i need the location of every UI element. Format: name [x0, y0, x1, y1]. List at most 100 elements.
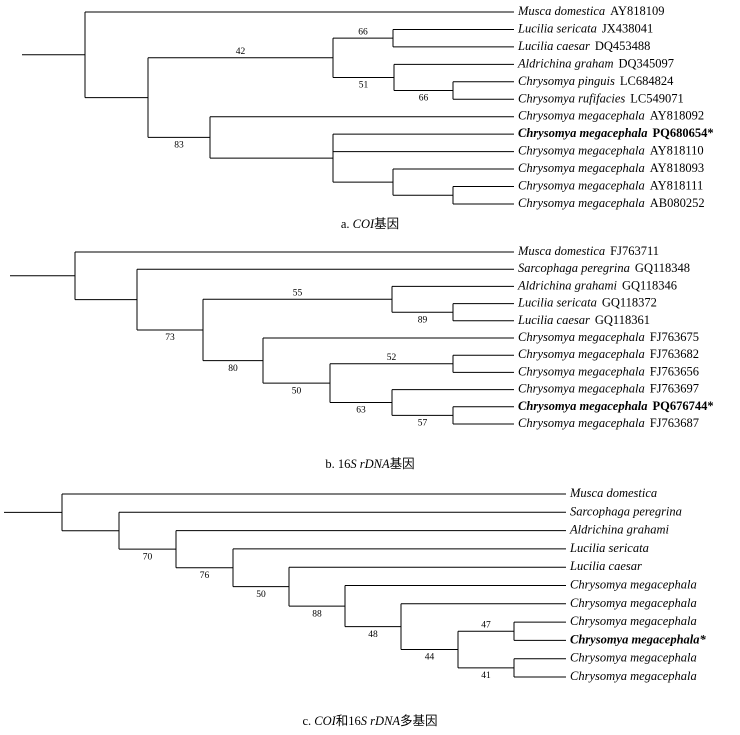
caption-part: b. 16 [325, 457, 350, 471]
species: Chrysomya megacephala [518, 196, 645, 210]
bootstrap: 88 [312, 609, 322, 619]
bootstrap: 89 [418, 315, 428, 325]
leaf-label: Chrysomya megacephala PQ676744* [518, 399, 714, 413]
accession: FJ763675 [650, 330, 699, 344]
species: Chrysomya megacephala [518, 330, 645, 344]
species: Sarcophaga peregrina [570, 504, 682, 518]
caption-part: 基因 [390, 457, 415, 471]
species: Chrysomya rufifacies [518, 91, 625, 105]
species: Aldrichina grahami [569, 522, 669, 536]
bootstrap: 50 [292, 386, 302, 396]
accession: GQ118346 [622, 278, 677, 292]
accession: GQ118361 [595, 313, 650, 327]
caption-part: S rDNA [361, 714, 401, 728]
leaf-label: Chrysomya megacephala AY818092 [518, 109, 704, 123]
species: Chrysomya megacephala [518, 143, 645, 157]
accession: FJ763656 [650, 364, 699, 378]
accession: GQ118372 [602, 295, 657, 309]
accession: PQ680654* [653, 126, 714, 140]
leaf-label: Chrysomya megacephala [570, 669, 697, 683]
species: Musca domestica [517, 4, 605, 18]
bootstrap: 76 [200, 571, 210, 581]
species: Chrysomya megacephala [518, 399, 648, 413]
tree: Chrysomya megacephala Chrysomya megacepha… [4, 486, 707, 728]
leaf-label: Musca domestica AY818109 [517, 4, 665, 18]
caption-part: COI [353, 217, 375, 231]
leaf-label: Lucilia caesar DQ453488 [517, 39, 650, 53]
species: Lucilia sericata [517, 295, 597, 309]
caption-part: 基因 [374, 217, 399, 231]
leaf-label: Lucilia sericata JX438041 [517, 21, 653, 35]
caption-part: c. [302, 714, 314, 728]
accession: LC684824 [620, 74, 674, 88]
caption: b. 16S rDNA基因 [325, 457, 414, 471]
accession: AY818092 [650, 109, 704, 123]
bootstrap: 66 [358, 27, 368, 37]
species: Sarcophaga peregrina [518, 261, 630, 275]
accession: DQ453488 [595, 39, 651, 53]
accession: AY818109 [610, 4, 664, 18]
leaf-label: Chrysomya pinguis LC684824 [518, 74, 674, 88]
bootstrap: 47 [481, 620, 491, 630]
bootstrap: 44 [425, 653, 435, 663]
species: Chrysomya pinguis [518, 74, 615, 88]
accession: FJ763711 [610, 244, 659, 258]
bootstrap: 55 [293, 288, 303, 298]
species: Lucilia caesar [517, 39, 590, 53]
bootstrap: 50 [256, 590, 266, 600]
leaf-label: Aldrichina grahami GQ118346 [517, 278, 677, 292]
leaf-label: Lucilia sericata [569, 541, 649, 555]
species: Chrysomya megacephala [570, 651, 697, 665]
leaf-label: Chrysomya rufifacies LC549071 [518, 91, 684, 105]
leaf-label: Chrysomya megacephala AY818110 [518, 143, 704, 157]
caption-part: 和16 [336, 714, 361, 728]
leaf-label: Musca domestica FJ763711 [517, 244, 659, 258]
species: Chrysomya megacephala [570, 669, 697, 683]
leaf-label: Chrysomya megacephala FJ763656 [518, 364, 699, 378]
leaf-label: Chrysomya megacephala [570, 577, 697, 591]
species: Aldrichina graham [517, 56, 613, 70]
leaf-label: Lucilia caesar [569, 559, 642, 573]
accession: DQ345097 [618, 56, 674, 70]
accession: FJ763687 [650, 416, 699, 430]
species: Chrysomya megacephala [570, 596, 697, 610]
accession: FJ763697 [650, 381, 699, 395]
leaf-label: Sarcophaga peregrina [570, 504, 682, 518]
accession: AY818110 [650, 143, 704, 157]
species: Lucilia caesar [569, 559, 642, 573]
bootstrap: 83 [174, 141, 184, 151]
leaf-label: Aldrichina grahami [569, 522, 669, 536]
bootstrap: 42 [236, 47, 246, 57]
tree: Lucilia sericata JX438041 Lucilia caesar DQ… [22, 4, 714, 231]
species: Chrysomya megacephala [518, 178, 645, 192]
leaf-label: Chrysomya megacephala AB080252 [518, 196, 705, 210]
caption-part: COI [314, 714, 336, 728]
caption-part: S rDNA [350, 457, 390, 471]
bootstrap: 41 [481, 671, 491, 681]
accession: AY818093 [650, 161, 704, 175]
bootstrap: 73 [165, 333, 175, 343]
leaf-label: Chrysomya megacephala* [570, 632, 707, 646]
accession: AB080252 [650, 196, 705, 210]
leaf-label: Lucilia sericata GQ118372 [517, 295, 657, 309]
bootstrap: 57 [418, 419, 428, 429]
bootstrap: 80 [228, 364, 238, 374]
species: Chrysomya megacephala [518, 381, 645, 395]
species: Musca domestica [569, 486, 657, 500]
leaf-label: Chrysomya megacephala AY818093 [518, 161, 704, 175]
leaf-label: Musca domestica [569, 486, 657, 500]
species: Chrysomya megacephala [518, 126, 648, 140]
leaf-label: Sarcophaga peregrina GQ118348 [518, 261, 690, 275]
species: Chrysomya megacephala [518, 347, 645, 361]
species: Chrysomya megacephala* [570, 632, 707, 646]
caption-part: 多基因 [400, 714, 438, 728]
accession: AY818111 [650, 178, 703, 192]
species: Chrysomya megacephala [518, 364, 645, 378]
species: Chrysomya megacephala [518, 109, 645, 123]
bootstrap: 70 [143, 552, 153, 562]
accession: LC549071 [630, 91, 683, 105]
bootstrap: 63 [356, 406, 366, 416]
leaf-label: Lucilia caesar GQ118361 [517, 313, 650, 327]
bootstrap: 51 [359, 81, 369, 91]
